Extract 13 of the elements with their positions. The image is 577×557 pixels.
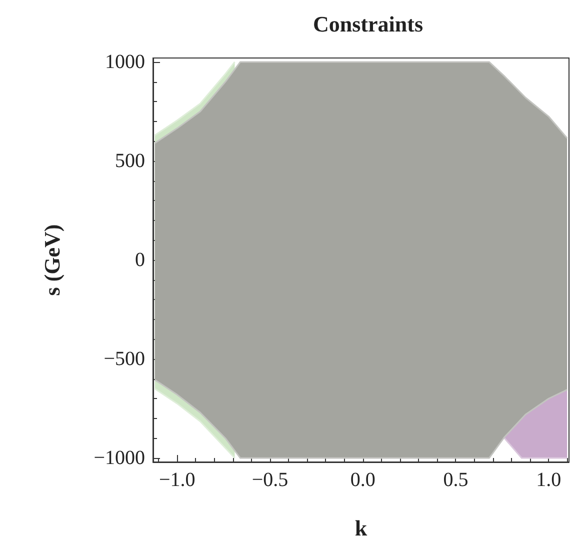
y-tick-label: −1000 xyxy=(94,447,145,470)
y-tick-label: 0 xyxy=(135,249,145,271)
x-axis-title: k xyxy=(354,516,368,540)
y-tick-label: −500 xyxy=(104,348,145,370)
y-axis-title: s (GeV) xyxy=(40,224,64,296)
x-tick-label: 0.0 xyxy=(350,469,376,491)
x-tick-label: −0.5 xyxy=(252,469,288,491)
x-tick-label: 0.5 xyxy=(443,469,468,491)
y-tick-label: 1000 xyxy=(105,50,145,73)
y-tick-label: 500 xyxy=(115,150,145,172)
chart-title: Constraints xyxy=(312,12,424,36)
x-tick-label: 1.0 xyxy=(536,469,562,491)
x-tick-label: −1.0 xyxy=(159,469,196,491)
